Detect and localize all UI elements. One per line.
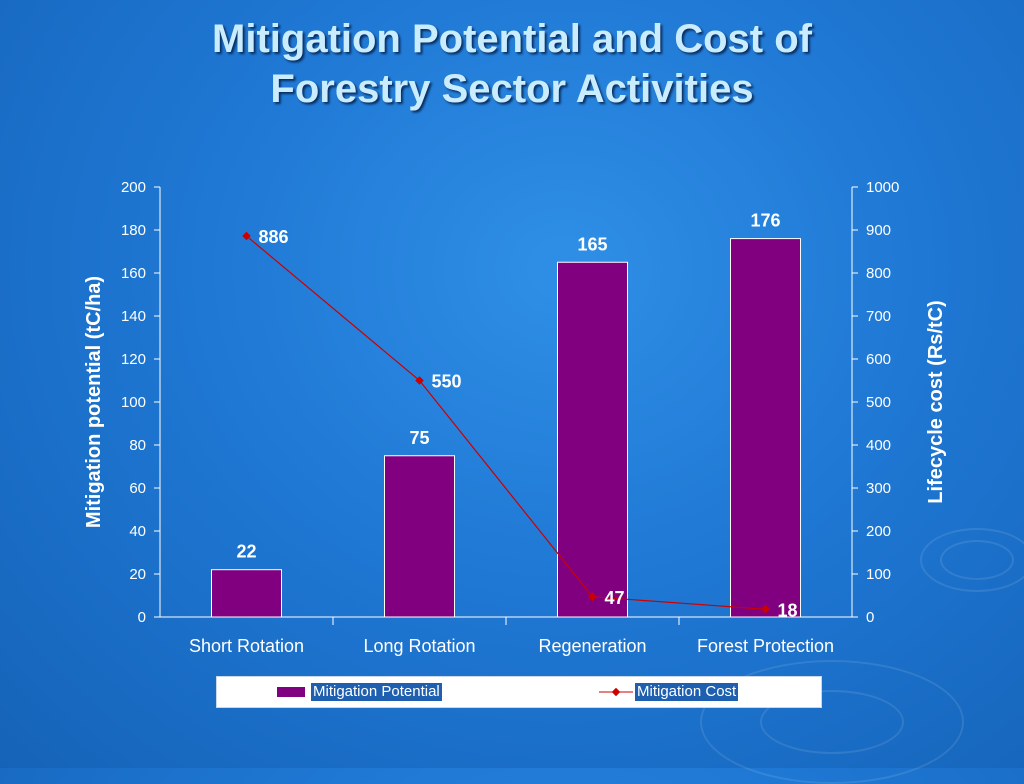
chart-legend: Mitigation Potential Mitigation Cost bbox=[216, 676, 822, 708]
y2-tick-label: 300 bbox=[866, 480, 891, 497]
bar-value-label: 165 bbox=[577, 234, 607, 254]
y2-tick-label: 800 bbox=[866, 265, 891, 282]
y-axis-title: Mitigation potential (tC/ha) bbox=[83, 276, 105, 528]
y-tick-label: 160 bbox=[121, 265, 146, 282]
decorative-ripple bbox=[920, 528, 1024, 592]
bar bbox=[730, 238, 801, 618]
bar-value-label: 22 bbox=[236, 542, 256, 562]
y-tick-label: 100 bbox=[121, 394, 146, 411]
cost-marker bbox=[415, 376, 424, 385]
cost-marker bbox=[242, 231, 251, 241]
legend-bar-swatch bbox=[277, 687, 305, 697]
legend-label-potential: Mitigation Potential bbox=[311, 683, 442, 701]
y-tick-label: 60 bbox=[129, 480, 146, 497]
y-tick-label: 140 bbox=[121, 308, 146, 325]
title-line-1: Mitigation Potential and Cost of bbox=[212, 17, 812, 61]
y-tick-label: 200 bbox=[121, 179, 146, 196]
y2-axis-title: Lifecycle cost (Rs/tC) bbox=[925, 300, 947, 503]
x-category-label: Forest Protection bbox=[697, 636, 834, 656]
title-line-2: Forestry Sector Activities bbox=[270, 67, 754, 111]
y2-tick-label: 200 bbox=[866, 523, 891, 540]
y2-tick-label: 500 bbox=[866, 394, 891, 411]
legend-line-swatch bbox=[599, 687, 633, 697]
y-tick-label: 40 bbox=[129, 523, 146, 540]
y2-tick-label: 700 bbox=[866, 308, 891, 325]
y2-tick-label: 100 bbox=[866, 566, 891, 583]
bar bbox=[384, 455, 455, 618]
cost-value-label: 47 bbox=[605, 588, 625, 608]
y2-tick-label: 0 bbox=[866, 609, 874, 626]
bar-series bbox=[211, 238, 801, 618]
cost-marker bbox=[761, 605, 770, 614]
x-category-label: Long Rotation bbox=[363, 636, 475, 656]
bar bbox=[557, 261, 628, 618]
decorative-ripple bbox=[760, 690, 904, 754]
cost-value-label: 886 bbox=[259, 227, 289, 247]
y-tick-label: 80 bbox=[129, 437, 146, 454]
cost-line bbox=[246, 235, 766, 610]
data-labels: 22 75 165 176 886 550 47 18 bbox=[236, 211, 797, 621]
combo-chart: 0 20 40 60 80 100 120 140 160 180 200 0 100 200 300 400… bbox=[83, 179, 947, 656]
cost-value-label: 18 bbox=[778, 600, 798, 620]
y2-tick-label: 400 bbox=[866, 437, 891, 454]
bar-value-label: 176 bbox=[750, 211, 780, 231]
y-tick-label: 0 bbox=[138, 609, 146, 626]
x-category-label: Short Rotation bbox=[189, 636, 304, 656]
bar bbox=[211, 569, 282, 618]
bar-value-label: 75 bbox=[409, 428, 429, 448]
y2-tick-label: 600 bbox=[866, 351, 891, 368]
x-category-label: Regeneration bbox=[538, 636, 646, 656]
y-tick-label: 20 bbox=[129, 566, 146, 583]
slide-title: Mitigation Potential and Cost of Forestr… bbox=[0, 14, 1024, 114]
line-series bbox=[242, 231, 770, 614]
y-tick-label: 120 bbox=[121, 351, 146, 368]
cost-value-label: 550 bbox=[432, 372, 462, 392]
legend-label-cost: Mitigation Cost bbox=[635, 683, 739, 701]
y-tick-label: 180 bbox=[121, 222, 146, 239]
cost-marker bbox=[588, 592, 597, 602]
y2-tick-label: 900 bbox=[866, 222, 891, 239]
y2-tick-label: 1000 bbox=[866, 179, 899, 196]
